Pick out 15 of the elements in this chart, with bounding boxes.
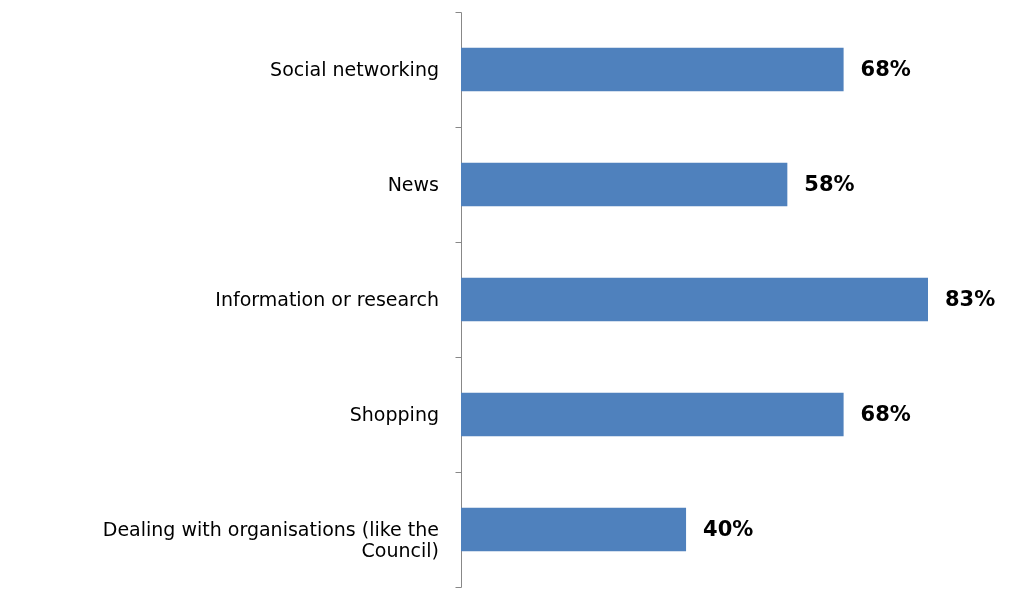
y-tick-label: Information or research [215,287,439,310]
bar [461,47,844,92]
data-label: 40% [703,516,754,541]
y-tick-label: Shopping [349,402,439,425]
y-tick-label: Dealing with organisations (like the Council) [102,517,439,561]
bar [461,507,687,552]
data-label: 58% [804,171,855,196]
y-tick-label: News [387,172,439,195]
data-label: 68% [860,56,911,81]
y-tick-label: Social networking [270,57,439,80]
bar [461,277,928,322]
bar [461,162,788,207]
data-label: 68% [860,401,911,426]
data-label: 83% [945,286,996,311]
bar [461,392,844,437]
